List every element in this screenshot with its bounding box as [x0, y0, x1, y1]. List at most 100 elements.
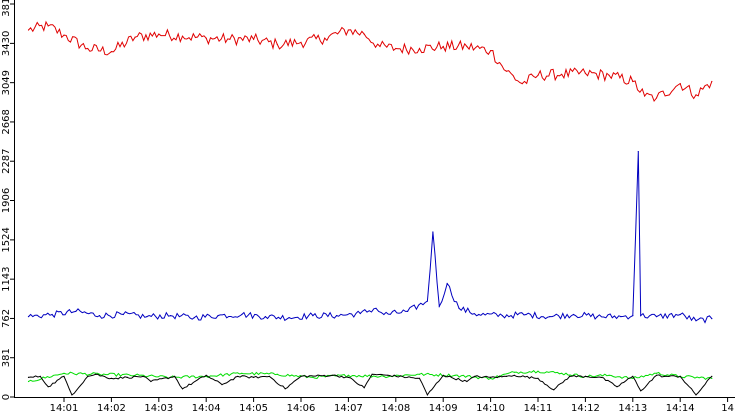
series-3-point	[142, 375, 144, 377]
series-1-point	[264, 316, 266, 318]
series-1-point	[51, 313, 53, 316]
series-0-point	[655, 97, 658, 99]
series-2-point	[63, 372, 65, 374]
series-1-point	[679, 313, 681, 316]
x-tick-label: 14:13	[618, 403, 647, 414]
series-3-point	[584, 375, 587, 377]
series-2-point	[490, 377, 492, 379]
y-tick-label: 0	[1, 394, 12, 400]
series-0-point	[584, 72, 587, 74]
series-1-point	[27, 316, 30, 318]
series-1-point	[620, 316, 622, 318]
y-tick-label: 2668	[1, 109, 12, 134]
series-3-point	[537, 377, 539, 379]
series-0-point	[679, 83, 681, 85]
series-0-point	[418, 47, 421, 50]
series-0-point	[505, 70, 507, 72]
x-tick-label: 14:05	[239, 403, 268, 414]
x-tick-label: 14:14	[666, 403, 695, 414]
series-2-point	[418, 373, 421, 375]
series-1-point	[288, 317, 290, 319]
series-3-point	[205, 374, 207, 376]
series-3-point	[466, 380, 468, 383]
series-0-point	[695, 94, 697, 96]
series-3-point	[387, 374, 389, 376]
series-0-point	[27, 29, 30, 31]
series-1-point	[637, 151, 639, 153]
series-2-point	[655, 372, 658, 374]
series-1-point	[549, 316, 551, 318]
series-1-point	[596, 316, 598, 318]
series-2-point	[632, 377, 634, 379]
series-0-point	[300, 41, 302, 44]
series-3-point	[513, 374, 515, 376]
series-3-point	[39, 375, 41, 377]
series-3-point	[110, 377, 112, 379]
series-0-point	[181, 35, 184, 37]
series-0-point	[324, 37, 326, 39]
x-tick-label: 14:08	[381, 403, 410, 414]
series-3-point	[284, 388, 286, 390]
series-2-line	[28, 370, 713, 382]
series-2-point	[513, 371, 515, 373]
series-1-point	[383, 313, 385, 316]
series-1-point	[241, 313, 243, 316]
series-0-point	[490, 50, 492, 52]
series-2-point	[561, 372, 563, 374]
series-0-point	[229, 38, 231, 40]
series-3-point	[95, 373, 97, 375]
series-3-point	[711, 375, 713, 377]
series-0-point	[521, 83, 523, 85]
x-tick-label: 14	[721, 403, 734, 414]
series-3-point	[237, 375, 239, 377]
series-2-point	[241, 372, 243, 374]
series-1-point	[525, 313, 527, 316]
x-tick-label: 14:03	[144, 403, 173, 414]
series-3-point	[616, 386, 618, 388]
series-3-point	[27, 376, 30, 378]
series-0-point	[205, 37, 207, 39]
series-3-point	[490, 376, 492, 378]
series-3-point	[695, 394, 697, 396]
series-2-point	[537, 370, 539, 372]
series-2-point	[454, 374, 456, 376]
series-1-point	[336, 315, 338, 317]
series-3-point	[300, 375, 302, 377]
series-0-point	[110, 51, 112, 53]
x-tick-label: 14:11	[524, 403, 553, 414]
series-3-point	[174, 375, 176, 377]
series-0-line	[28, 20, 713, 102]
series-0-point	[276, 43, 278, 46]
series-0-point	[363, 33, 365, 35]
series-3-point	[126, 376, 128, 378]
y-tick-label: 2287	[1, 148, 12, 173]
series-1-point	[98, 315, 101, 317]
series-3-point	[371, 373, 373, 375]
x-tick-label: 14:02	[97, 403, 126, 414]
series-3-line	[28, 373, 713, 396]
series-1-point	[432, 231, 434, 233]
series-0-point	[87, 47, 89, 50]
y-tick-label: 3812	[1, 0, 12, 17]
y-tick-label: 1906	[1, 188, 12, 213]
series-0-point	[466, 45, 468, 48]
series-0-point	[442, 45, 444, 48]
series-2-point	[27, 380, 30, 383]
x-tick-label: 14:04	[192, 403, 221, 414]
series-3-point	[600, 376, 602, 378]
x-tick-label: 14:09	[429, 403, 458, 414]
series-1-point	[640, 315, 642, 317]
series-1	[27, 151, 713, 324]
series-2-point	[312, 376, 314, 378]
series-3-point	[150, 380, 152, 383]
x-tick-label: 14:07	[334, 403, 363, 414]
series-0-point	[632, 80, 634, 83]
series-3-point	[181, 388, 184, 390]
series-0-point	[608, 74, 610, 76]
series-1-point	[695, 320, 697, 322]
x-tick-label: 14:01	[50, 403, 79, 414]
series-0-point	[561, 73, 563, 75]
series-2-point	[98, 373, 101, 375]
